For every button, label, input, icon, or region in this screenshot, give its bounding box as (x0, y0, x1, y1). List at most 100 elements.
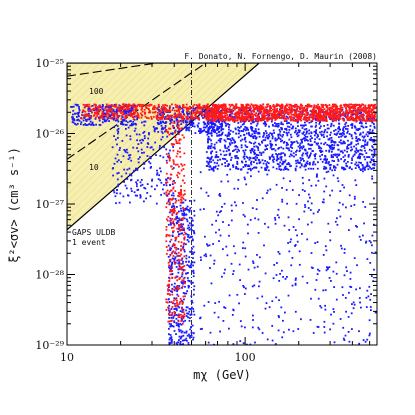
data-point (277, 208, 280, 211)
data-point (230, 115, 233, 117)
data-point (286, 125, 289, 128)
data-point (276, 125, 278, 128)
data-point (320, 103, 323, 106)
data-point (263, 132, 266, 135)
data-point (141, 114, 144, 117)
data-point (180, 163, 183, 165)
data-point (317, 326, 320, 328)
data-point (328, 150, 331, 153)
data-point (160, 117, 163, 119)
data-point (352, 113, 354, 115)
data-point (161, 111, 163, 114)
data-point (168, 333, 170, 336)
data-point (306, 135, 309, 138)
data-point (164, 130, 166, 133)
data-point (179, 300, 182, 303)
data-point (174, 302, 176, 305)
data-point (323, 326, 326, 328)
data-point (278, 168, 281, 170)
data-point (247, 119, 250, 122)
data-point (186, 264, 189, 266)
data-point (326, 111, 329, 114)
data-point (272, 129, 275, 132)
data-point (200, 128, 202, 130)
data-point (323, 143, 325, 146)
data-point (325, 171, 328, 174)
data-point (228, 327, 230, 330)
data-point (287, 162, 290, 164)
data-point (239, 340, 242, 342)
data-point (300, 164, 303, 167)
data-point (183, 136, 185, 139)
data-point (176, 122, 179, 125)
data-point (140, 116, 143, 119)
data-point (276, 107, 279, 110)
data-point (365, 108, 368, 111)
data-point (288, 149, 291, 152)
data-point (168, 201, 171, 204)
data-point (323, 331, 326, 334)
data-point (175, 342, 178, 344)
data-point (144, 105, 147, 108)
data-point (298, 263, 301, 266)
data-point (240, 130, 243, 132)
data-point (176, 124, 179, 126)
data-point (178, 130, 181, 133)
data-point (351, 148, 353, 151)
data-point (235, 106, 238, 109)
data-point (206, 122, 209, 124)
data-point (160, 130, 163, 133)
data-point (168, 301, 171, 303)
data-point (178, 112, 181, 114)
data-point (185, 331, 188, 334)
data-point (330, 150, 333, 153)
data-point (182, 334, 185, 337)
data-point (243, 151, 246, 154)
data-point (310, 152, 312, 155)
data-point (302, 108, 305, 111)
data-point (180, 232, 182, 235)
data-point (314, 157, 317, 160)
data-point (307, 207, 310, 209)
data-point (251, 133, 254, 136)
data-point (94, 103, 97, 106)
data-point (219, 234, 222, 237)
data-point (78, 119, 81, 122)
data-point (280, 157, 283, 160)
data-point (180, 282, 183, 284)
data-point (184, 199, 187, 202)
data-point (137, 103, 140, 106)
data-point (232, 104, 235, 107)
data-point (224, 307, 227, 309)
data-point (136, 183, 138, 185)
data-point (333, 286, 335, 288)
data-point (281, 128, 283, 131)
data-point (335, 133, 338, 136)
data-point (172, 125, 174, 128)
reference-line-1 (67, 63, 158, 77)
data-point (228, 103, 231, 106)
data-point (325, 185, 328, 188)
data-point (330, 111, 333, 114)
data-point (347, 144, 349, 146)
data-point (334, 154, 337, 157)
data-point (228, 128, 230, 131)
data-point (182, 320, 185, 323)
data-point (339, 190, 342, 192)
data-point (237, 122, 240, 124)
data-point (360, 162, 362, 164)
data-point (173, 115, 175, 118)
data-point (370, 149, 373, 152)
data-point (337, 180, 340, 183)
data-point (171, 313, 174, 316)
data-point (221, 109, 224, 111)
data-point (351, 328, 353, 330)
data-point (325, 120, 328, 122)
data-point (301, 111, 303, 113)
data-point (337, 209, 340, 211)
data-point (177, 305, 180, 308)
data-point (201, 108, 204, 111)
data-point (121, 120, 124, 123)
data-point (245, 160, 247, 163)
data-point (318, 209, 320, 211)
